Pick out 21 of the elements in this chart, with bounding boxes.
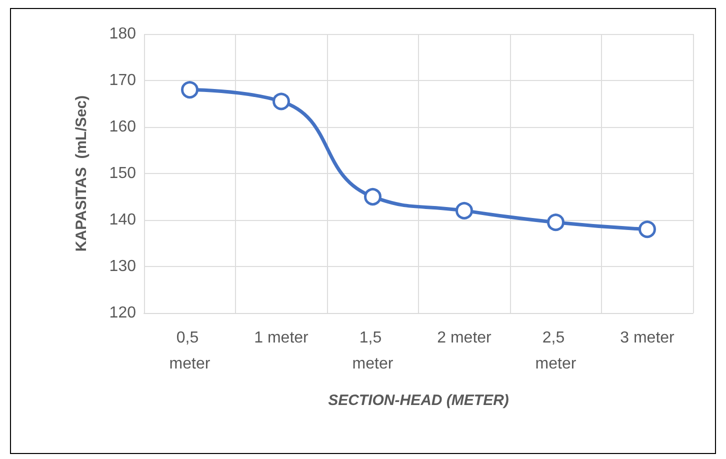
point: [547, 214, 564, 232]
x-tick-label: 0,5 meter: [169, 330, 211, 372]
y-tick-label: 130: [109, 258, 136, 275]
x-tick-label: 2 meter: [437, 330, 492, 346]
x-tick-label: 3 meter: [620, 330, 676, 346]
y-tick-label: 150: [109, 165, 136, 182]
x-tick-label: 1,5 meter: [352, 330, 394, 372]
point: [638, 220, 656, 238]
y-axis-title: KAPASITAS (mL/Sec): [73, 95, 90, 252]
x-tick-label: 2,5 meter: [535, 330, 577, 372]
y-tick-label: 120: [109, 304, 136, 322]
y-tick-label: 160: [109, 118, 136, 136]
point: [364, 188, 382, 206]
point: [181, 81, 198, 99]
y-tick-label: 170: [109, 72, 136, 89]
x-axis-title: SECTION-HEAD (METER): [328, 392, 509, 409]
point: [456, 202, 473, 220]
x-tick-label: 1 meter: [254, 330, 310, 346]
point: [272, 92, 290, 110]
y-tick-label: 180: [109, 26, 136, 42]
y-tick-label: 140: [109, 212, 136, 228]
